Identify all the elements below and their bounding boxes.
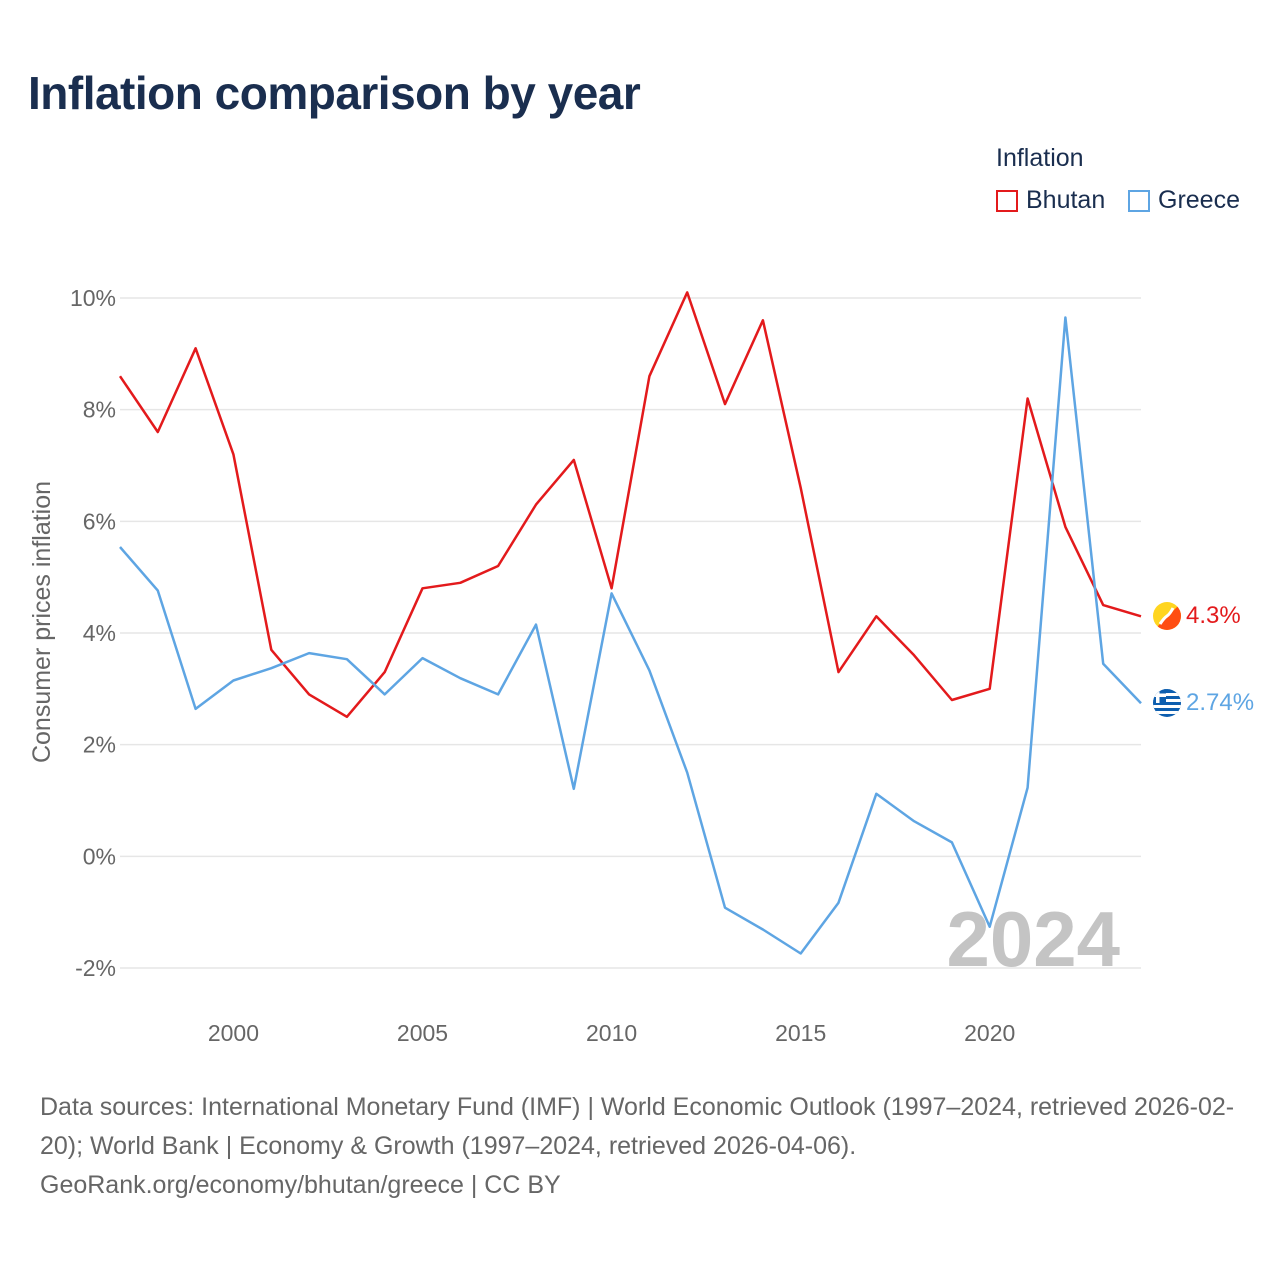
y-tick-label: 6% [83,508,116,534]
legend-label-greece: Greece [1158,186,1240,214]
y-tick-label: -2% [75,955,116,981]
attribution-link[interactable]: GeoRank.org/economy/bhutan/greece | CC B… [40,1171,561,1199]
bhutan-flag-icon [1153,602,1181,630]
x-tick-label: 2020 [964,1020,1015,1046]
year-watermark: 2024 [946,895,1120,983]
greece-flag-icon [1153,689,1181,717]
y-tick-label: 4% [83,620,116,646]
chart-title: Inflation comparison by year [28,67,641,119]
legend-swatch-bhutan [996,189,1018,212]
y-axis-label: Consumer prices inflation [28,481,56,763]
y-tick-label: 2% [83,732,116,758]
x-tick-label: 2000 [208,1020,259,1046]
legend-label-bhutan: Bhutan [1026,186,1106,214]
series-line-bhutan[interactable] [118,291,1142,719]
x-tick-label: 2015 [775,1020,826,1046]
data-sources-text: Data sources: International Monetary Fun… [40,1093,1235,1160]
legend-item-greece[interactable]: Greece [1128,186,1240,215]
legend-item-bhutan[interactable]: Bhutan [996,186,1105,215]
series-lines [118,291,1142,955]
data-sources-footer: Data sources: International Monetary Fun… [40,1088,1250,1205]
end-label-greece: 2.74% [1186,689,1254,716]
x-tick-labels: 2000 2005 2010 2015 2020 [208,1020,1015,1046]
legend-title: Inflation [996,144,1084,172]
legend-swatch-greece [1128,189,1150,212]
y-tick-labels: 10% 8% 6% 4% 2% 0% -2% [70,285,116,981]
x-tick-label: 2010 [586,1020,637,1046]
series-line-greece[interactable] [119,316,1142,955]
x-tick-label: 2005 [397,1020,448,1046]
end-label-bhutan: 4.3% [1186,602,1241,629]
y-tick-label: 8% [83,397,116,423]
y-tick-label: 10% [70,285,116,311]
y-tick-label: 0% [83,843,116,869]
